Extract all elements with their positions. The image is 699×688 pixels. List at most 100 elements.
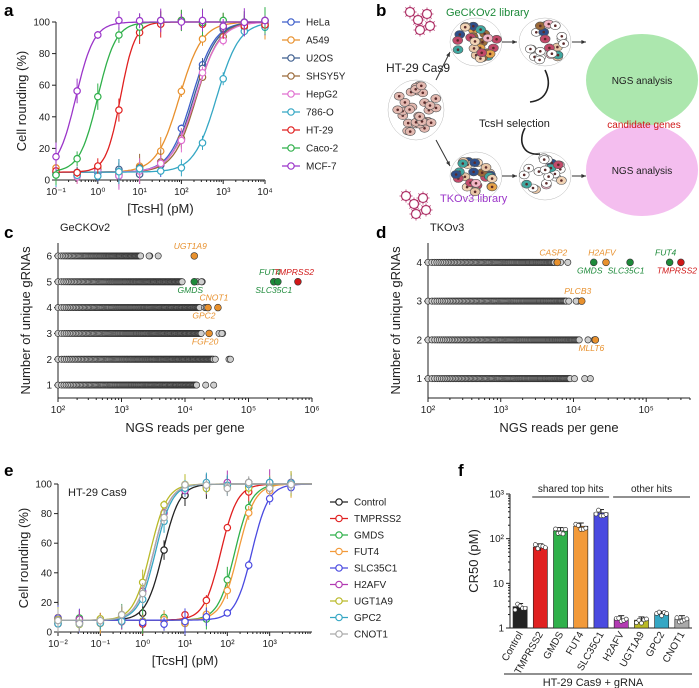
bar-tmprss2 (532, 546, 548, 629)
legend-label-caco-2: Caco-2 (306, 144, 339, 155)
lentivirus-icon (399, 189, 433, 221)
data-point (117, 610, 126, 619)
cell-nucleus (408, 130, 412, 133)
arrow-head (581, 174, 586, 178)
cell-nucleus (556, 53, 560, 57)
hit-label-slc35c1: SLC35C1 (608, 265, 645, 275)
data-point (223, 523, 232, 532)
cell-nucleus (479, 57, 482, 60)
data-point (160, 546, 168, 554)
replicate-point (535, 546, 541, 551)
hit-label-gmds: GMDS (178, 285, 204, 295)
y-tick-label: 5 (46, 277, 52, 288)
panel-label-c: c (4, 223, 13, 242)
data-point (177, 87, 186, 96)
cell-nucleus (414, 88, 418, 91)
cell-nucleus (550, 52, 554, 55)
legend-marker (335, 531, 343, 539)
legend-marker (335, 564, 343, 572)
legend-marker (335, 597, 343, 605)
gecko-library-label: GeCKOv2 library (446, 7, 530, 19)
data-point (223, 484, 232, 493)
cell-nucleus (556, 45, 559, 49)
legend-label-gmds: GMDS (354, 531, 384, 542)
x-tick-label: 10⁰ (90, 187, 105, 198)
x-tick-label: 10⁻¹ (90, 639, 110, 650)
cell-nucleus (472, 24, 475, 28)
cell-nucleus (545, 182, 548, 185)
virion-spike (429, 16, 432, 19)
replicate-point (583, 525, 589, 531)
y-tick-label: 60 (39, 81, 51, 92)
x-tick-label: 10¹ (132, 187, 147, 198)
virion-spike (432, 21, 435, 24)
panel-b-screen-schematic: NGS analysis NGS analysis candidate gene… (386, 5, 698, 221)
legend-label-a549: A549 (306, 36, 330, 47)
cell-nucleus (537, 170, 541, 173)
panel-label-b: b (376, 1, 386, 20)
data-point (181, 617, 189, 626)
x-tick-label: 10⁴ (257, 187, 272, 198)
legend-label-fut4: FUT4 (354, 547, 379, 558)
data-point (219, 74, 228, 83)
cell-nucleus (525, 182, 528, 186)
hit-point-mllt6 (591, 336, 600, 344)
cell-nucleus (557, 163, 560, 167)
cell-nucleus (454, 173, 458, 176)
data-point (198, 16, 207, 25)
x-tick-label: 10² (220, 639, 235, 650)
y-tick-label: 3 (46, 329, 52, 340)
virion (400, 190, 412, 202)
panel-label-e: e (4, 461, 13, 480)
cell-nucleus (547, 22, 550, 26)
x-tick-label: 10³ (114, 405, 129, 416)
virion-spike (405, 14, 408, 17)
cell-nucleus (492, 46, 495, 50)
hit-label-gmds: GMDS (577, 265, 603, 275)
y-tick-label: 10³ (490, 490, 505, 501)
gene-point (210, 381, 218, 389)
gene-point (575, 336, 583, 344)
virion (417, 192, 429, 204)
gene-point (586, 375, 594, 383)
hit-label-plcb3: PLCB3 (564, 286, 591, 296)
hit-label-h2afv: H2AFV (588, 247, 617, 257)
replicate-point (593, 511, 599, 517)
data-point (287, 480, 295, 489)
data-point (202, 596, 211, 605)
panel-title: TKOv3 (430, 222, 464, 234)
legend-marker (287, 126, 295, 134)
cell-nucleus (543, 37, 547, 41)
virion-spike (416, 206, 419, 209)
x-tick-label: 10⁵ (639, 405, 654, 416)
venn-gecko-circle (586, 34, 698, 126)
virion-spike (425, 21, 428, 24)
virion-spike (420, 22, 423, 25)
cell-nucleus (490, 185, 494, 189)
virion-spike (422, 9, 425, 12)
virion-spike (428, 205, 431, 208)
x-axis-label: HT-29 Cas9 + gRNA (543, 677, 644, 688)
cell-nucleus (479, 28, 482, 31)
replicate-point (623, 616, 629, 622)
legend-marker (287, 36, 295, 44)
cell-nucleus (473, 40, 477, 43)
virion-spike (425, 28, 428, 31)
data-point (156, 167, 165, 175)
x-tick-label: 10⁴ (566, 405, 581, 416)
data-point (177, 136, 186, 145)
hit-point-cnot1 (214, 303, 222, 312)
legend-marker (287, 144, 295, 152)
cell-nucleus (480, 51, 484, 55)
legend-marker (335, 630, 343, 638)
replicate-point (616, 615, 622, 621)
legend-marker (335, 613, 343, 622)
y-tick-label: 6 (46, 251, 52, 262)
data-point (240, 18, 249, 27)
y-tick-label: 1 (498, 624, 504, 635)
virion-spike (429, 9, 432, 12)
virion (408, 198, 420, 210)
cycle-arrow (529, 69, 549, 103)
gene-point (193, 381, 201, 389)
